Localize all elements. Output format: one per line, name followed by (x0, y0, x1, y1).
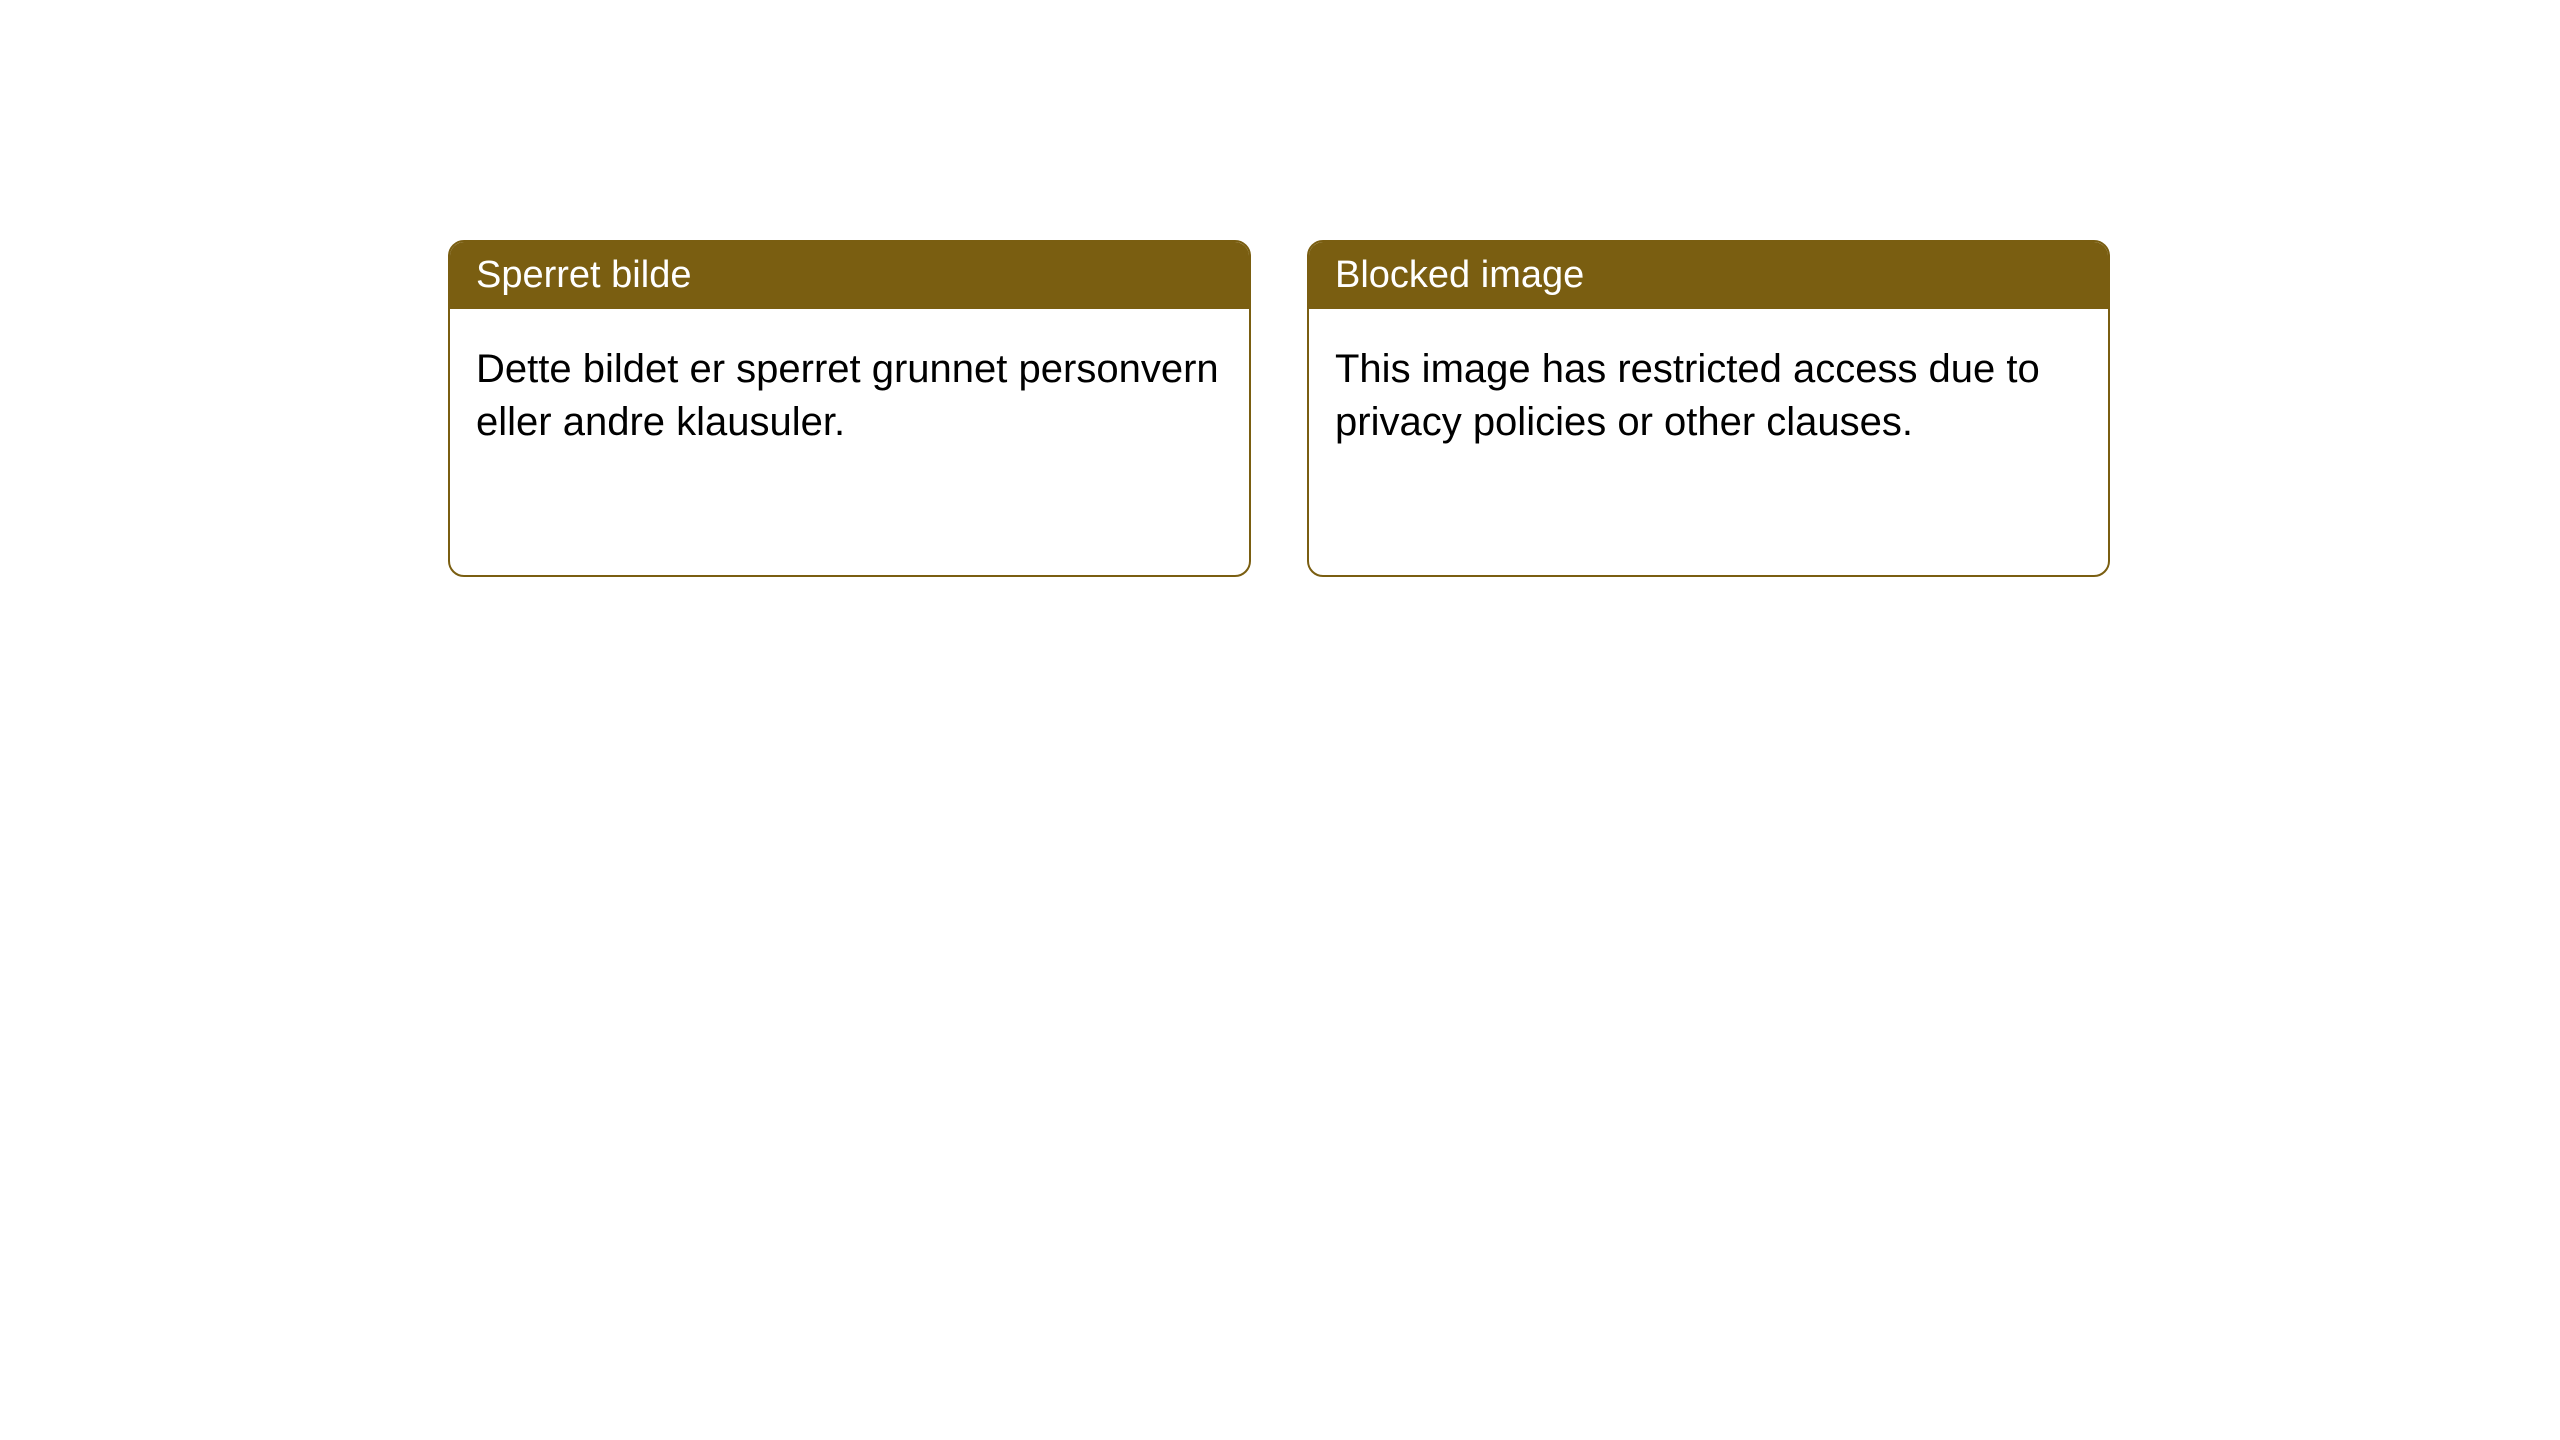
notice-header-text: Blocked image (1335, 254, 1584, 296)
notice-body: This image has restricted access due to … (1309, 309, 2108, 483)
notice-header: Blocked image (1309, 242, 2108, 309)
notice-card-norwegian: Sperret bilde Dette bildet er sperret gr… (448, 240, 1251, 577)
notice-body: Dette bildet er sperret grunnet personve… (450, 309, 1249, 483)
notice-body-text: This image has restricted access due to … (1335, 347, 2040, 444)
notice-body-text: Dette bildet er sperret grunnet personve… (476, 347, 1219, 444)
notice-container: Sperret bilde Dette bildet er sperret gr… (448, 240, 2110, 577)
notice-card-english: Blocked image This image has restricted … (1307, 240, 2110, 577)
notice-header-text: Sperret bilde (476, 254, 691, 296)
notice-header: Sperret bilde (450, 242, 1249, 309)
